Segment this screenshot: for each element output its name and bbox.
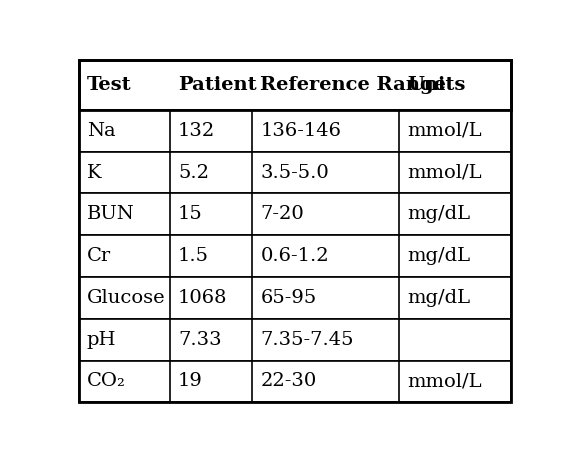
- Text: Glucose: Glucose: [87, 289, 165, 307]
- Text: CO₂: CO₂: [87, 372, 125, 390]
- Text: mmol/L: mmol/L: [408, 372, 482, 390]
- Text: mg/dL: mg/dL: [408, 205, 470, 224]
- Bar: [79, 360, 511, 402]
- Text: Cr: Cr: [87, 247, 111, 265]
- Text: 0.6-1.2: 0.6-1.2: [260, 247, 329, 265]
- Text: 5.2: 5.2: [178, 164, 209, 181]
- Bar: [79, 277, 511, 319]
- Text: 3.5-5.0: 3.5-5.0: [260, 164, 329, 181]
- Bar: [79, 110, 511, 152]
- Bar: [79, 319, 511, 360]
- Text: 7-20: 7-20: [260, 205, 304, 224]
- Bar: [79, 193, 511, 235]
- Text: 65-95: 65-95: [260, 289, 317, 307]
- Text: 136-146: 136-146: [260, 122, 342, 140]
- Text: 22-30: 22-30: [260, 372, 317, 390]
- Text: 1.5: 1.5: [178, 247, 209, 265]
- Text: 132: 132: [178, 122, 215, 140]
- Text: Test: Test: [87, 76, 131, 94]
- Text: mg/dL: mg/dL: [408, 247, 470, 265]
- Text: 7.35-7.45: 7.35-7.45: [260, 331, 354, 349]
- Text: mmol/L: mmol/L: [408, 122, 482, 140]
- Text: pH: pH: [87, 331, 116, 349]
- Text: 19: 19: [178, 372, 203, 390]
- Text: Na: Na: [87, 122, 115, 140]
- Text: 1068: 1068: [178, 289, 228, 307]
- Bar: [79, 235, 511, 277]
- Bar: [79, 60, 511, 110]
- Text: Reference Range: Reference Range: [260, 76, 446, 94]
- Text: 15: 15: [178, 205, 202, 224]
- Text: 7.33: 7.33: [178, 331, 221, 349]
- Bar: [79, 152, 511, 193]
- Text: BUN: BUN: [87, 205, 135, 224]
- Text: K: K: [87, 164, 101, 181]
- Text: mmol/L: mmol/L: [408, 164, 482, 181]
- Text: mg/dL: mg/dL: [408, 289, 470, 307]
- Text: Patient: Patient: [178, 76, 256, 94]
- Text: Units: Units: [408, 76, 466, 94]
